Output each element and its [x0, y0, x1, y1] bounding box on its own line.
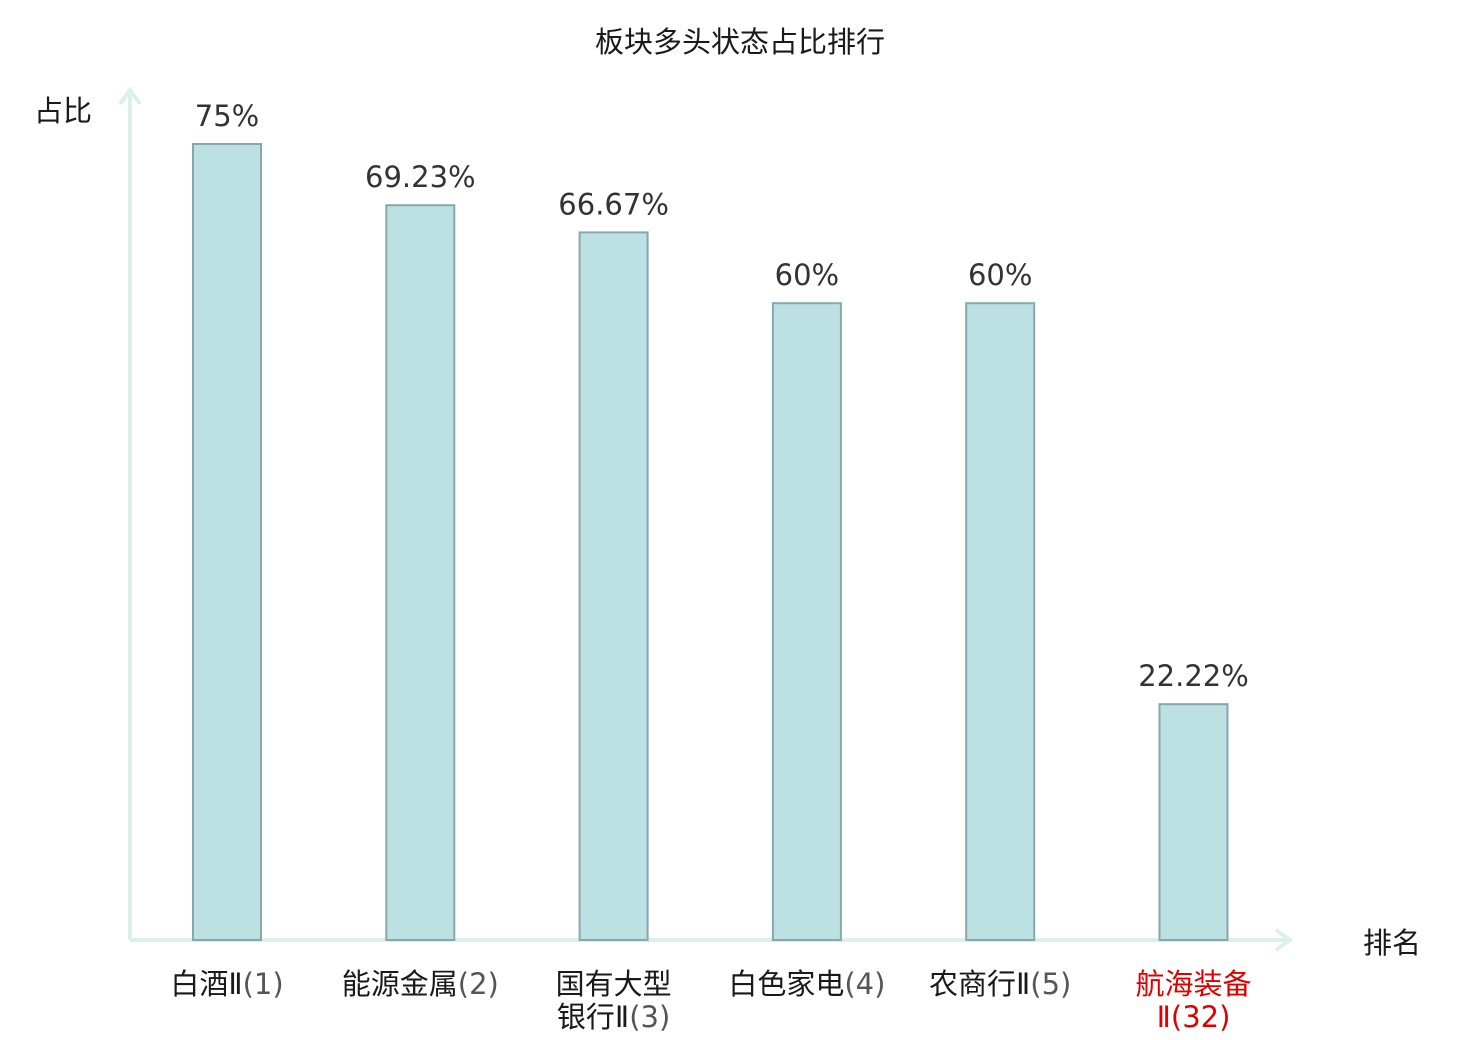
data-label: 75%	[195, 99, 259, 133]
data-label: 66.67%	[558, 187, 669, 221]
data-label: 60%	[775, 258, 839, 292]
data-label: 69.23%	[365, 160, 476, 194]
x-axis-label: 排名	[1363, 926, 1421, 960]
x-tick-label: 银行Ⅱ(3)	[557, 1000, 670, 1034]
x-tick-label: 航海装备	[1135, 967, 1251, 1001]
y-axis-arrow	[118, 86, 142, 106]
x-tick-label: 国有大型	[556, 967, 672, 1001]
bar	[192, 143, 262, 941]
data-label: 22.22%	[1138, 659, 1249, 693]
bar	[965, 302, 1036, 941]
bar	[385, 204, 456, 941]
x-tick-label: 农商行Ⅱ(5)	[929, 967, 1071, 1001]
y-axis-label: 占比	[34, 94, 92, 128]
data-label: 60%	[968, 258, 1032, 292]
x-tick-label: 白色家电(4)	[728, 967, 885, 1001]
x-axis-arrow	[1274, 928, 1294, 952]
bars-group	[192, 143, 1229, 942]
bar	[578, 231, 649, 942]
x-tick-label: 白酒Ⅱ(1)	[170, 967, 283, 1001]
x-tick-label: 能源金属(2)	[342, 967, 499, 1001]
value-labels-group: 75% 69.23% 66.67% 60% 60% 22.22%	[195, 99, 1249, 693]
x-tick-label: Ⅱ(32)	[1157, 1000, 1231, 1034]
bar	[1158, 703, 1229, 942]
chart-title: 板块多头状态占比排行	[595, 25, 885, 59]
bar	[771, 302, 842, 941]
axes	[118, 86, 1294, 952]
